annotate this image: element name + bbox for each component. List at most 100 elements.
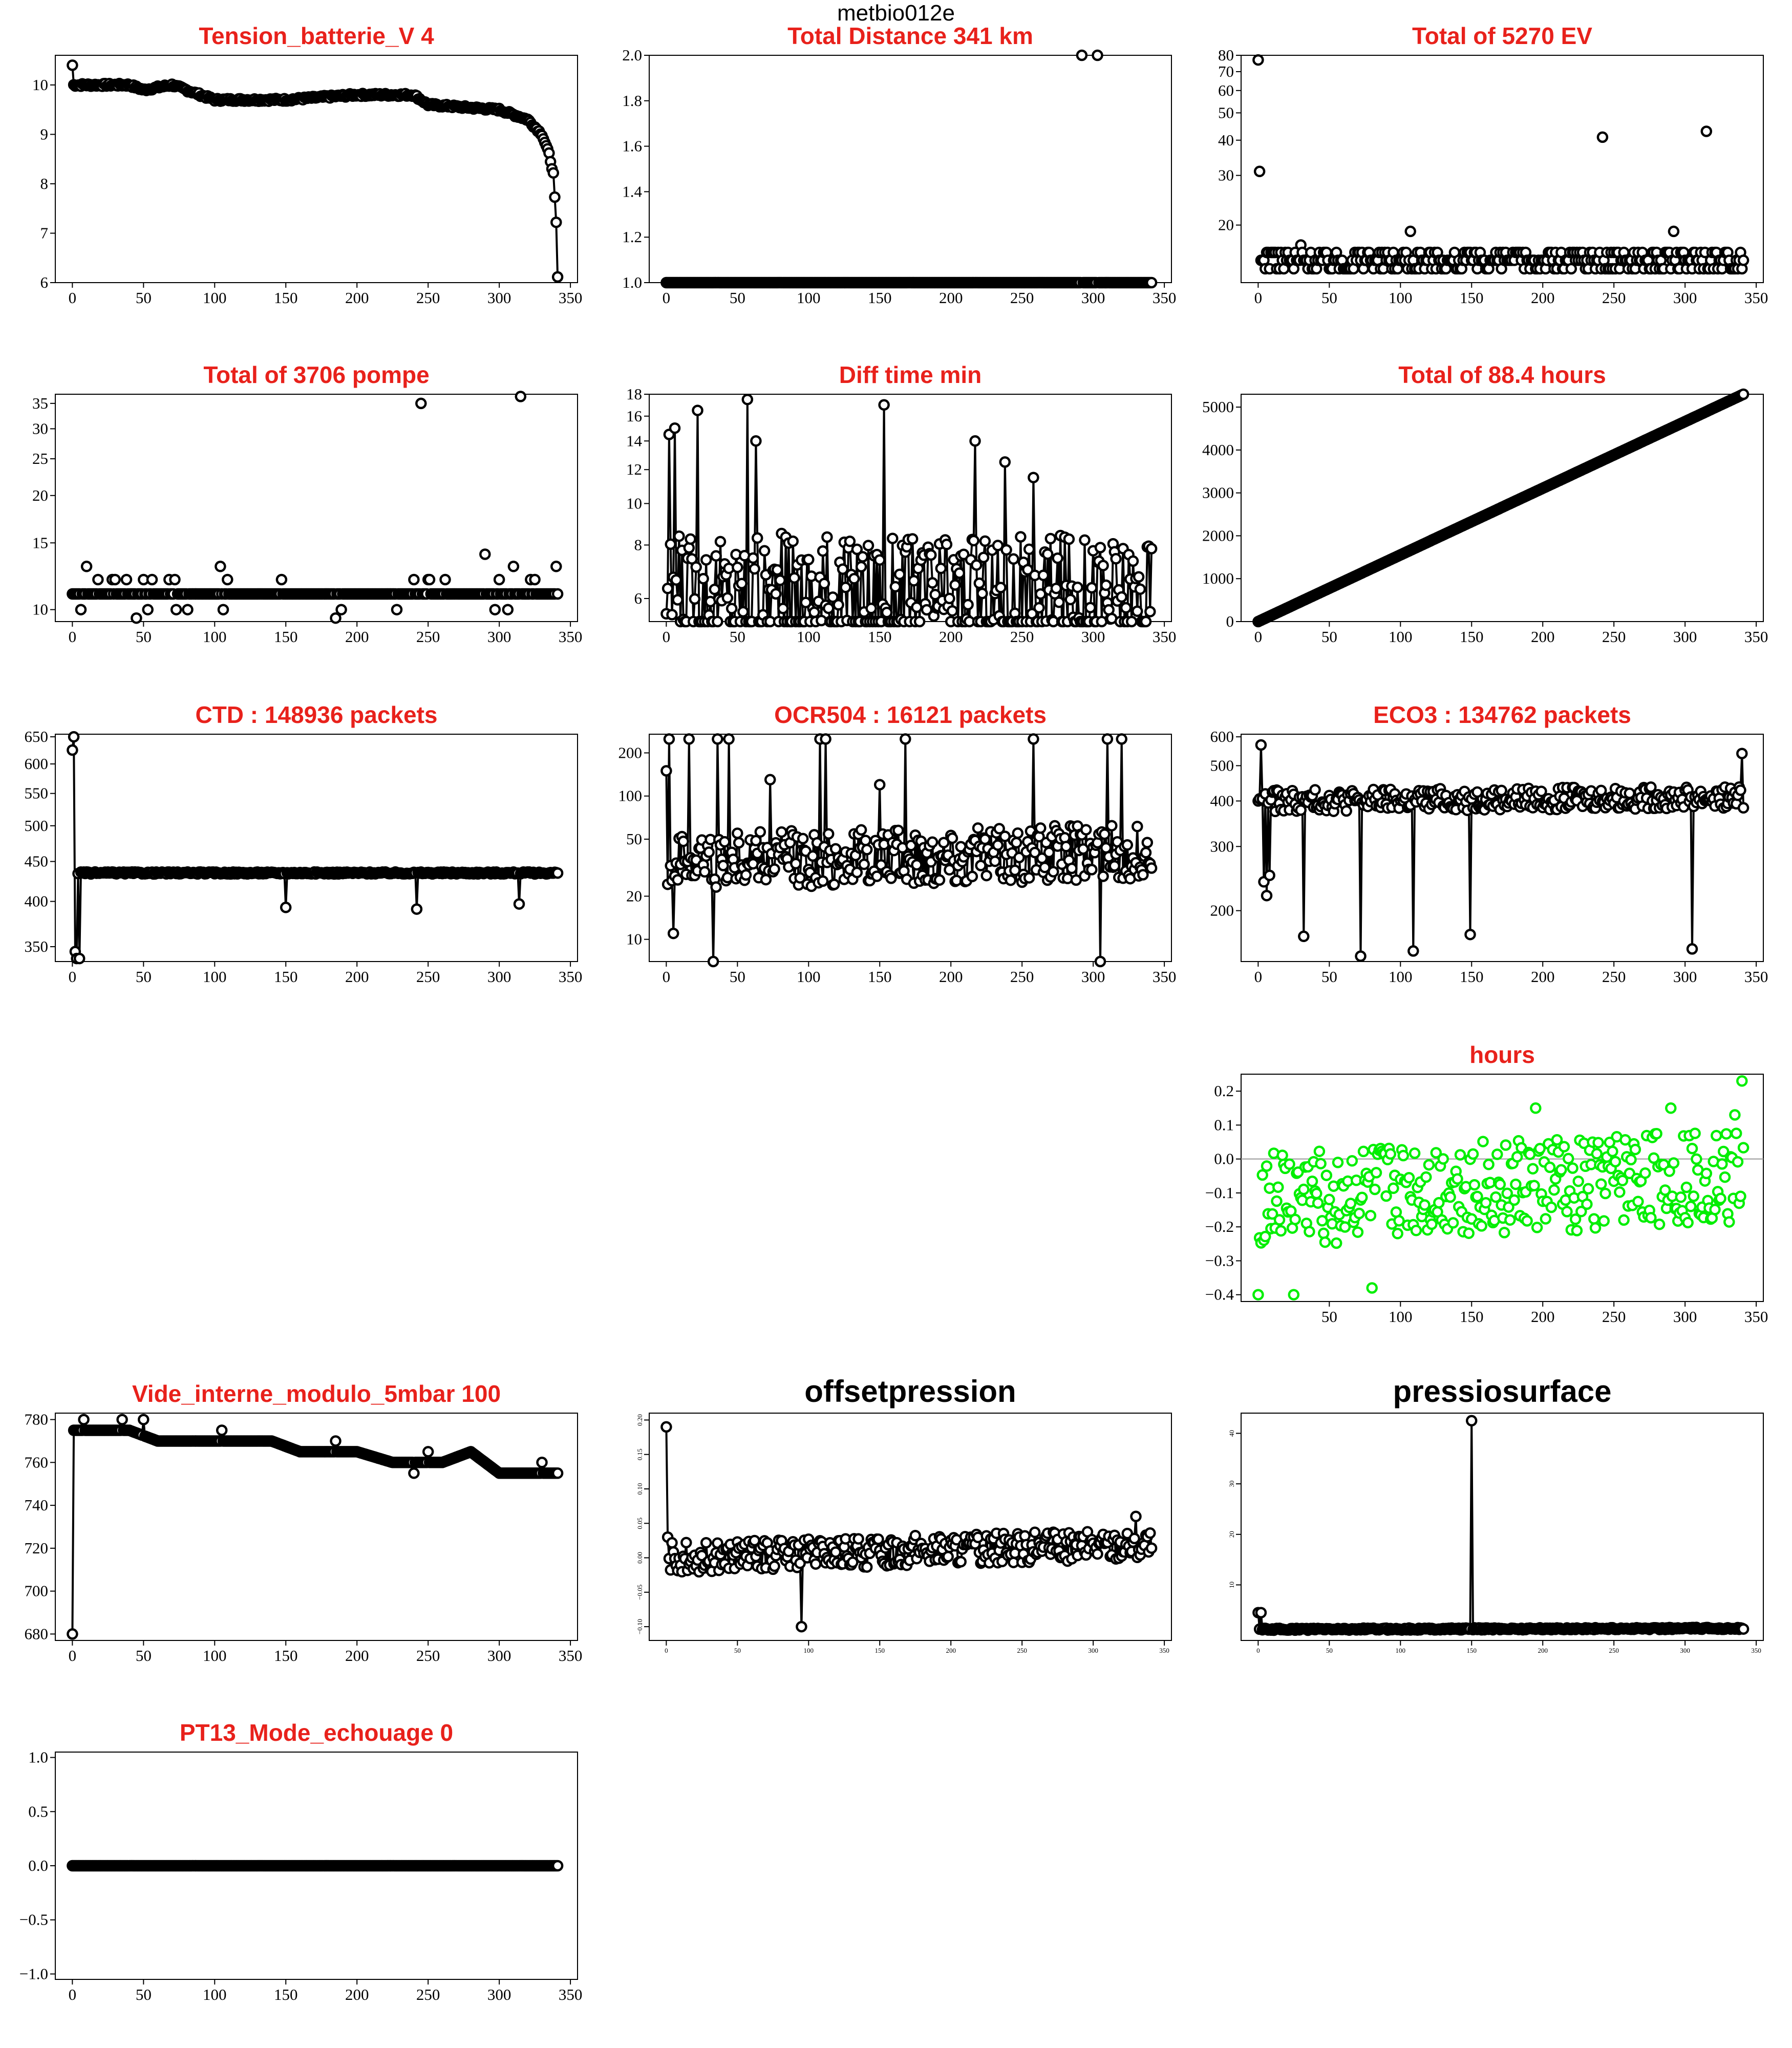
y-tick-label: 6: [40, 273, 49, 291]
data-point: [1022, 564, 1034, 576]
x-tick-label: 0: [69, 289, 77, 307]
data-point: [1521, 1215, 1533, 1227]
data-point: [330, 612, 342, 624]
series-line: [1257, 1420, 1744, 1633]
data-point: [1729, 1109, 1741, 1121]
data-point: [1145, 276, 1158, 289]
data-point: [1686, 1142, 1698, 1155]
data-point: [1369, 1183, 1381, 1196]
x-tick-label: 250: [1010, 628, 1034, 646]
data-point: [660, 1421, 672, 1433]
data-point: [973, 577, 986, 589]
x-tick-label: 300: [1680, 1647, 1690, 1654]
plot-frame: [55, 1413, 578, 1641]
data-point: [1130, 1510, 1142, 1523]
data-point: [848, 573, 860, 585]
data-point: [690, 561, 702, 573]
x-tick-label: 200: [345, 289, 369, 307]
data-point: [1545, 1201, 1558, 1213]
x-tick-label: 150: [868, 289, 892, 307]
data-point: [707, 955, 719, 968]
data-point: [1463, 1227, 1475, 1239]
data-point: [1607, 1145, 1618, 1158]
data-point: [972, 822, 984, 834]
y-tick-label: 18: [626, 385, 642, 403]
data-point: [1508, 1194, 1520, 1206]
data-point: [1419, 1199, 1431, 1211]
data-point: [855, 561, 867, 573]
data-point: [1468, 1179, 1481, 1191]
data-point: [1253, 165, 1266, 178]
data-point: [1110, 553, 1122, 565]
data-point: [551, 867, 564, 879]
data-point: [1477, 1136, 1489, 1147]
x-tick-label: 100: [1389, 968, 1413, 986]
data-point: [1052, 552, 1063, 564]
data-point: [1306, 1176, 1318, 1187]
data-point: [515, 391, 527, 402]
data-point: [547, 167, 560, 179]
data-point: [1064, 593, 1076, 606]
data-point: [663, 733, 675, 745]
data-point: [673, 530, 685, 542]
data-point: [699, 866, 711, 878]
x-tick-label: 0: [663, 289, 671, 307]
data-point: [1140, 615, 1152, 628]
chart-title-eco: ECO3 : 134762 packets: [1373, 701, 1631, 728]
y-tick-label: 5000: [1202, 398, 1234, 416]
chart-title-vide: Vide_interne_modulo_5mbar 100: [132, 1380, 501, 1407]
chart-title-pt13: PT13_Mode_echouage 0: [180, 1719, 453, 1746]
data-point: [439, 573, 451, 586]
data-point: [1720, 1128, 1732, 1140]
x-tick-label: 350: [559, 289, 583, 307]
data-point: [821, 531, 833, 543]
data-point: [1140, 847, 1152, 859]
data-point: [1437, 1153, 1449, 1165]
data-point: [685, 533, 696, 545]
data-point: [1723, 1216, 1735, 1228]
x-tick-label: 250: [416, 1647, 440, 1665]
data-point: [1144, 606, 1156, 617]
y-tick-label: −0.3: [1205, 1251, 1234, 1269]
data-point: [807, 850, 819, 862]
x-tick-label: 300: [487, 968, 511, 986]
data-point: [1582, 1183, 1594, 1195]
data-point: [908, 575, 920, 587]
data-point: [1598, 1215, 1610, 1227]
y-tick-label: 30: [32, 419, 48, 437]
data-point: [1510, 1178, 1522, 1190]
data-point: [1311, 1187, 1322, 1200]
data-point: [873, 779, 886, 791]
data-point: [976, 587, 988, 600]
plot-frame: [55, 734, 578, 962]
data-point: [1691, 1153, 1702, 1165]
data-point: [1264, 869, 1275, 881]
data-point: [672, 594, 684, 606]
data-point: [1035, 822, 1047, 834]
data-point: [1535, 785, 1547, 797]
x-tick-label: 100: [797, 289, 821, 307]
data-point: [962, 599, 974, 611]
y-tick-label: 1.4: [622, 182, 642, 200]
data-point: [1682, 1217, 1694, 1229]
data-point: [1100, 579, 1112, 591]
data-point: [1273, 1214, 1286, 1226]
y-tick-label: 12: [626, 460, 642, 478]
data-point: [1355, 950, 1367, 962]
data-point: [1370, 1167, 1382, 1179]
data-point: [1259, 1230, 1271, 1243]
data-point: [68, 731, 80, 743]
plot-frame: [1241, 55, 1764, 283]
y-tick-label: 35: [32, 394, 48, 412]
data-point: [1735, 784, 1746, 796]
data-point: [1048, 866, 1059, 878]
data-point: [719, 836, 731, 848]
data-point: [1079, 534, 1091, 546]
y-tick-label: 70: [1218, 62, 1234, 80]
data-point: [733, 837, 745, 849]
data-point: [529, 573, 541, 586]
x-tick-label: 50: [136, 1986, 152, 2003]
data-point: [944, 592, 955, 605]
